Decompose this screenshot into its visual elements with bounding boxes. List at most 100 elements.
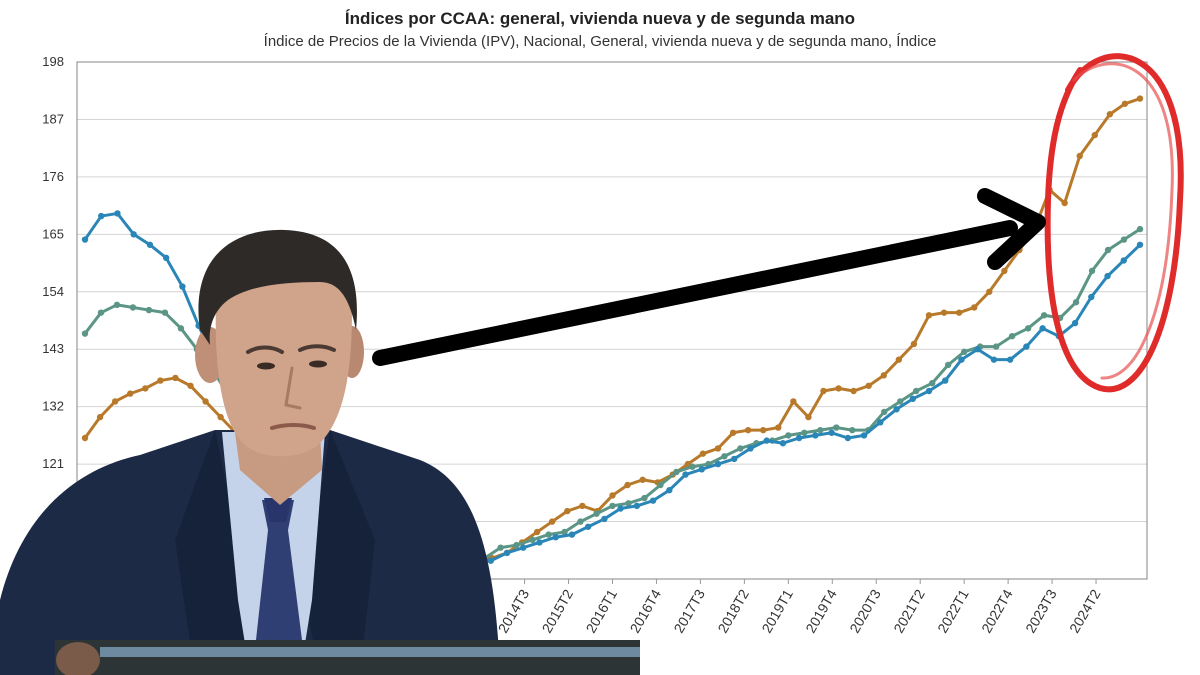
tie bbox=[256, 500, 302, 675]
y-axis-ticks: 198187176165154143132121110 bbox=[42, 54, 64, 529]
series-3-point bbox=[1039, 325, 1046, 332]
series-1-point bbox=[127, 390, 134, 397]
series-2-point bbox=[561, 528, 568, 536]
series-1-point bbox=[744, 426, 752, 434]
series-2-point bbox=[577, 518, 584, 525]
arrow-head bbox=[977, 188, 1046, 270]
hair bbox=[198, 229, 357, 345]
series-3-point bbox=[1136, 241, 1144, 248]
series-3-point bbox=[990, 356, 998, 363]
nose bbox=[284, 366, 302, 410]
series-2-point bbox=[801, 429, 808, 436]
series-3-point bbox=[731, 455, 738, 463]
series-2-point bbox=[689, 463, 696, 470]
series-1-point bbox=[157, 377, 164, 384]
series-1-point bbox=[1091, 131, 1098, 139]
series-3-point bbox=[1120, 257, 1127, 264]
series-2-point bbox=[1088, 267, 1096, 275]
x-tick-label: 2018T2 bbox=[714, 586, 752, 635]
series-2-point bbox=[881, 408, 888, 416]
series-3-point bbox=[779, 440, 787, 447]
series-3-point bbox=[698, 466, 705, 473]
series-3-point bbox=[601, 515, 608, 523]
series-3-point bbox=[584, 523, 592, 530]
series-3-point bbox=[714, 460, 722, 468]
x-tick-label: 2024T2 bbox=[1066, 586, 1104, 635]
series-3-point bbox=[649, 497, 657, 504]
series-3-point bbox=[1023, 343, 1030, 350]
bench bbox=[55, 640, 640, 675]
series-1-point bbox=[714, 445, 722, 452]
arrow-shaft bbox=[372, 220, 1018, 366]
mouth bbox=[270, 423, 316, 430]
series-2-point bbox=[641, 494, 648, 502]
series-2-point bbox=[1120, 236, 1128, 243]
series-1-point bbox=[172, 374, 179, 382]
x-tick-label: 2022T4 bbox=[978, 586, 1016, 635]
series-2-point bbox=[129, 304, 137, 311]
series-2-point bbox=[1072, 299, 1080, 306]
series-2-point bbox=[113, 301, 121, 309]
series-3-point bbox=[828, 429, 835, 436]
x-tick-label: 2015T2 bbox=[539, 586, 577, 635]
series-3-point bbox=[893, 406, 900, 413]
series-2-point bbox=[1104, 246, 1112, 254]
series-3-point bbox=[844, 434, 852, 442]
series-3-point bbox=[487, 557, 494, 564]
series-3-point bbox=[162, 254, 170, 262]
series-1-point bbox=[835, 385, 842, 392]
series-3-point bbox=[1104, 272, 1111, 280]
series-2-point bbox=[897, 398, 904, 405]
series-1-point bbox=[880, 372, 887, 379]
series-3-point bbox=[925, 387, 933, 395]
series-3-point bbox=[617, 505, 624, 512]
x-axis-ticks: 2014T3 2015T2 2016T1 2016T4 2017T3 2018T2 2019… bbox=[495, 579, 1104, 636]
y-tick-label: 132 bbox=[42, 399, 64, 414]
y-tick-label: 154 bbox=[42, 284, 64, 299]
y-tick-label: 121 bbox=[42, 456, 64, 471]
series-2-point bbox=[1040, 312, 1048, 319]
series-3-point bbox=[536, 539, 543, 546]
bench-highlight bbox=[100, 647, 640, 657]
series-1-point bbox=[775, 424, 782, 431]
series-3-point bbox=[666, 487, 673, 494]
series-1-point bbox=[850, 387, 857, 395]
x-tick-label: 2019T4 bbox=[802, 586, 840, 635]
x-tick-label: 2016T1 bbox=[582, 586, 620, 635]
series-1-point bbox=[1001, 267, 1008, 275]
y-tick-label: 176 bbox=[42, 169, 64, 184]
series-2-point bbox=[960, 348, 968, 356]
series-1-point bbox=[1061, 199, 1068, 207]
series-3-point bbox=[974, 346, 981, 353]
chart-subtitle: Índice de Precios de la Vivienda (IPV), … bbox=[264, 33, 937, 50]
man-photo bbox=[0, 229, 640, 675]
series-1-point bbox=[805, 413, 812, 421]
series-2-point bbox=[785, 432, 792, 439]
series-1-point bbox=[1076, 152, 1083, 160]
microphone-base bbox=[56, 642, 100, 675]
y-tick-label: 143 bbox=[42, 341, 64, 356]
right-eye bbox=[309, 360, 327, 368]
series-3-point bbox=[98, 212, 105, 220]
series-3-point bbox=[179, 283, 186, 290]
series-2-point bbox=[1024, 325, 1032, 332]
left-lapel bbox=[175, 430, 250, 675]
series-3-point bbox=[503, 549, 511, 557]
series-1-point bbox=[820, 387, 827, 395]
series-3-point bbox=[795, 434, 803, 442]
series-3-point bbox=[1088, 293, 1095, 301]
x-tick-label: 2021T2 bbox=[890, 586, 928, 635]
series-2-point bbox=[913, 387, 920, 395]
series-2-point bbox=[625, 500, 632, 507]
series-1-point bbox=[699, 450, 707, 457]
series-3-point bbox=[812, 432, 819, 439]
series-2-point bbox=[849, 426, 856, 434]
y-tick-label: 165 bbox=[42, 226, 64, 241]
series-2-point bbox=[737, 445, 744, 452]
series-2-point bbox=[529, 536, 536, 544]
chart-title: Índices por CCAA: general, vivienda nuev… bbox=[345, 9, 855, 28]
x-tick-label: 2022T1 bbox=[934, 586, 972, 635]
series-1-point bbox=[910, 340, 918, 348]
series-2-point bbox=[145, 306, 153, 314]
series-1-point bbox=[609, 492, 616, 499]
